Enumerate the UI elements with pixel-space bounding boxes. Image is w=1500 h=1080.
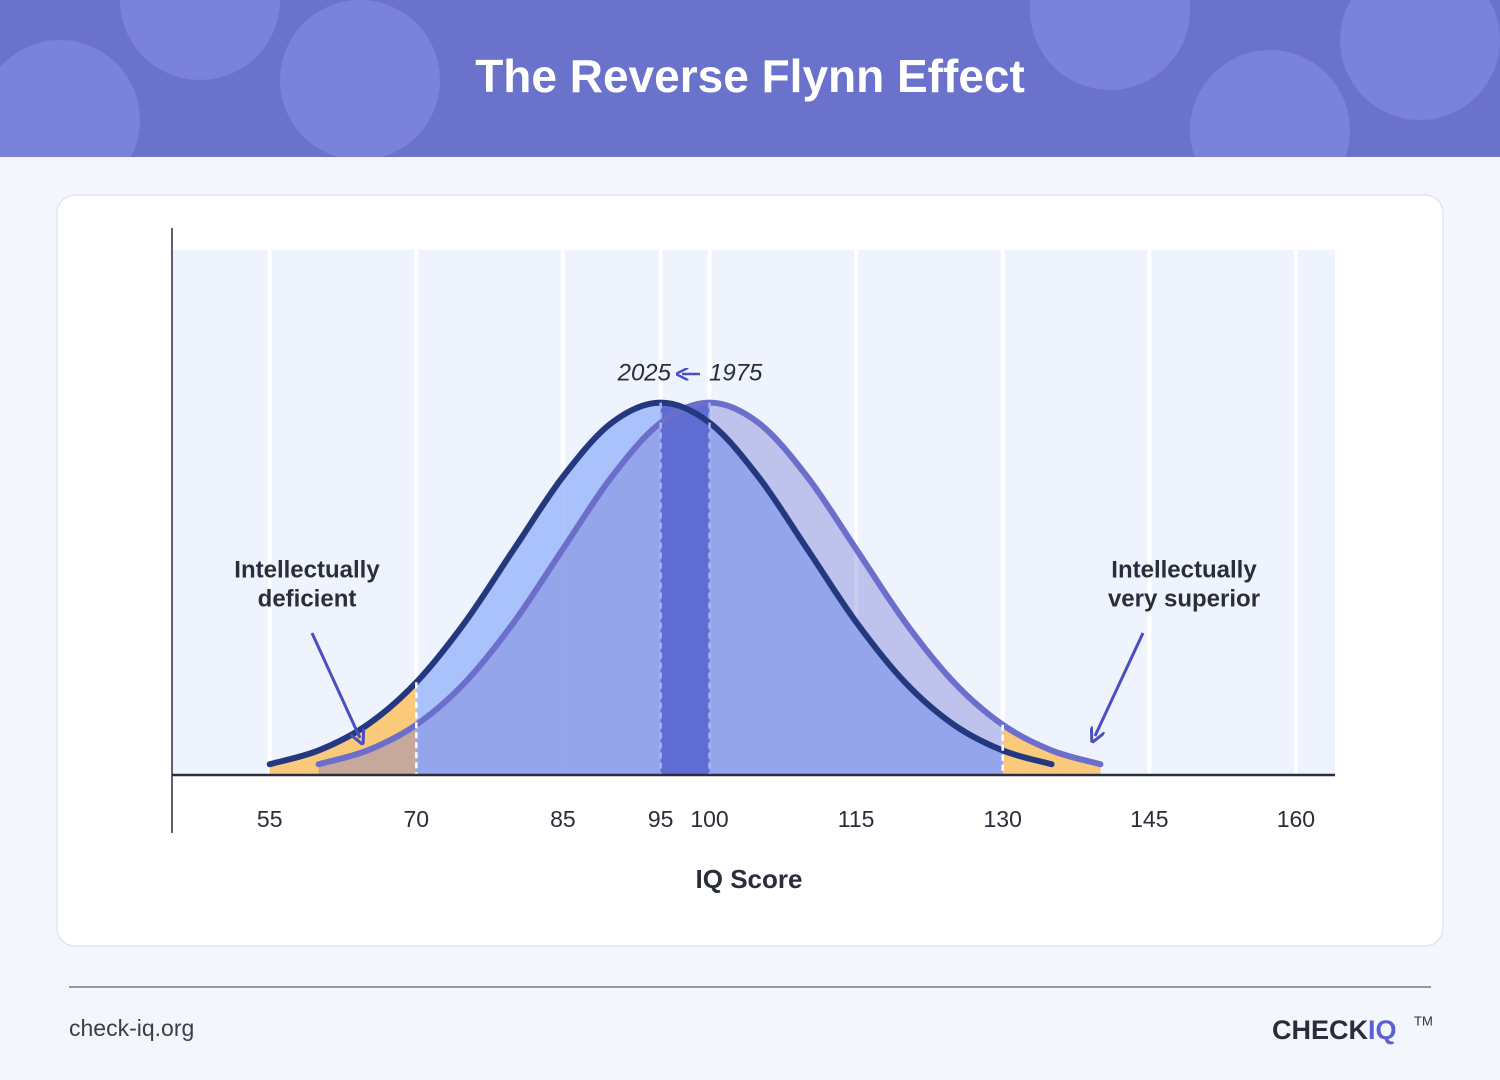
annotation-arrow — [1095, 632, 1145, 736]
x-tick-label: 115 — [838, 806, 875, 832]
plot — [266, 250, 1298, 775]
logo-part: IQ — [1368, 1015, 1397, 1045]
chart-title: The Reverse Flynn Effect — [475, 50, 1025, 102]
x-axis-title: IQ Score — [696, 864, 803, 894]
annotation: very superior — [1108, 585, 1260, 612]
x-tick-label: 160 — [1277, 806, 1315, 832]
legend-label: 2025 — [617, 359, 672, 386]
annotation: Intellectually — [1111, 556, 1257, 583]
x-tick-label: 100 — [690, 806, 728, 832]
legend-label: 1975 — [709, 359, 763, 386]
annotation: deficient — [258, 585, 357, 612]
x-tick-label: 55 — [257, 806, 283, 832]
tail-area — [269, 682, 417, 775]
x-tick-label: 130 — [984, 806, 1022, 832]
header-decoration — [0, 0, 1500, 157]
x-tick-label: 95 — [648, 806, 674, 832]
tail-area — [318, 724, 417, 775]
logo-part: CHECK — [1272, 1015, 1369, 1045]
x-tick-label: 145 — [1130, 806, 1168, 832]
logo: CHECKIQ — [1272, 1015, 1397, 1045]
annotation-arrow — [310, 632, 360, 738]
band-area — [660, 402, 710, 775]
footer-source: check-iq.org — [69, 1015, 194, 1041]
trademark: TM — [1414, 1013, 1433, 1028]
tail-area — [1002, 724, 1101, 775]
x-tick-label: 85 — [550, 806, 576, 832]
annotation: Intellectually — [234, 556, 380, 583]
x-tick-label: 70 — [404, 806, 430, 832]
